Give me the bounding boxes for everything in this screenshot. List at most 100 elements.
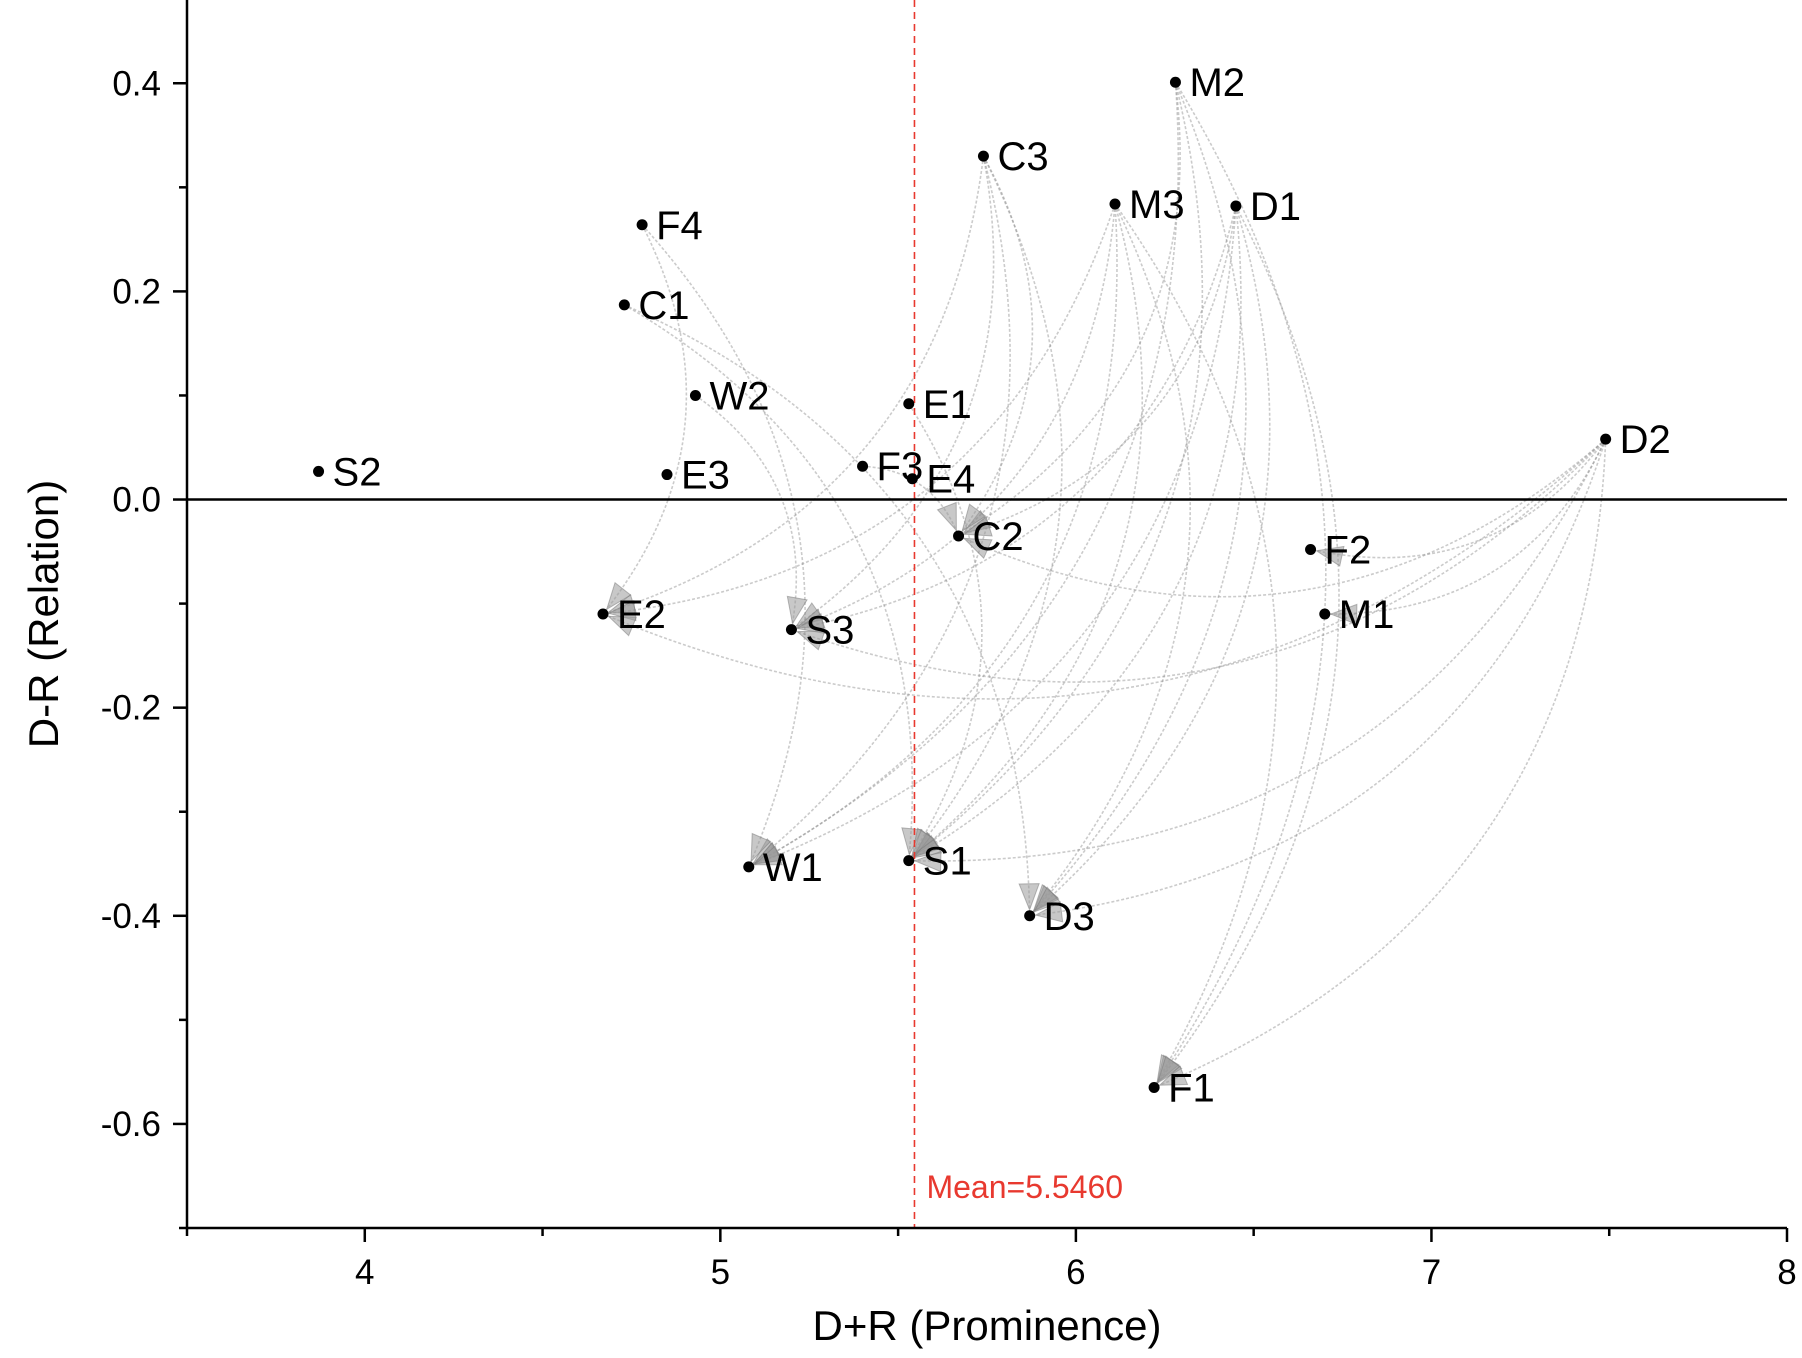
link-arc-C3-S1 (908, 155, 1063, 862)
link-arc-D1-S3 (791, 205, 1237, 631)
y-tick-label: -0.4 (101, 897, 161, 936)
link-arrowhead-D2-C2 (962, 537, 993, 560)
point-E4 (906, 473, 918, 485)
link-arrowhead-D2-S3 (795, 630, 826, 651)
link-arc-M2-S1 (908, 82, 1204, 862)
x-tick-label: 6 (1066, 1253, 1085, 1292)
point-label-C3: C3 (997, 135, 1048, 179)
link-arrowhead-W2-S3 (786, 595, 808, 626)
link-arc-D2-M1 (1324, 438, 1607, 615)
point-F3 (857, 460, 869, 472)
point-E1 (903, 398, 915, 410)
point-M2 (1169, 76, 1181, 88)
link-arc-D1-F1 (1153, 205, 1340, 1089)
point-label-F3: F3 (877, 445, 924, 489)
link-arc-C3-E2 (602, 156, 985, 615)
link-arc-C1-D3 (624, 304, 1031, 916)
point-F1 (1148, 1082, 1160, 1094)
point-label-C2: C2 (973, 515, 1024, 559)
link-arc-D2-S3 (791, 438, 1607, 683)
y-axis-title: D-R (Relation) (20, 480, 67, 748)
link-arc-M2-C2 (958, 82, 1181, 537)
x-tick-label: 8 (1777, 1253, 1796, 1292)
point-label-M1: M1 (1339, 593, 1395, 637)
point-label-S3: S3 (805, 609, 854, 653)
link-arc-C3-S3 (790, 155, 995, 631)
link-arrowhead-F4-W1 (750, 832, 772, 863)
y-tick-label: -0.6 (101, 1105, 161, 1144)
y-axis: -0.6 -0.4 -0.2 0.0 0.2 0.4 (101, 0, 189, 1230)
link-arc-M3-F1 (1114, 203, 1278, 1088)
link-arc-M3-E2 (602, 203, 1116, 615)
link-arc-C3-C2 (957, 155, 1034, 537)
link-arc-M3-W1 (748, 203, 1118, 868)
y-tick-label: 0.0 (112, 481, 161, 520)
link-arrowhead-D2-E2 (607, 615, 638, 637)
link-arc-D1-W1 (748, 206, 1237, 868)
link-arc-F4-E2 (602, 224, 688, 615)
point-label-D3: D3 (1044, 895, 1095, 939)
link-arc-D2-C2 (958, 438, 1607, 598)
point-D1 (1230, 200, 1242, 212)
point-D3 (1024, 910, 1036, 922)
point-label-W1: W1 (763, 846, 823, 890)
link-arrowhead-D2-F1 (1158, 1065, 1189, 1086)
link-arrowhead-D1-W1 (753, 845, 783, 866)
link-arc-M2-D3 (1029, 81, 1247, 917)
link-arrowhead-D1-C2 (962, 516, 993, 537)
link-arrowhead-D2-D3 (1034, 901, 1064, 923)
point-S3 (785, 624, 797, 636)
point-label-W2: W2 (709, 374, 769, 418)
link-arc-M3-S3 (791, 203, 1116, 631)
point-C3 (977, 150, 989, 162)
link-arc-M2-F1 (1153, 81, 1327, 1088)
y-tick-label: 0.4 (112, 64, 161, 103)
point-S1 (903, 855, 915, 867)
x-tick-label: 7 (1422, 1253, 1441, 1292)
link-arrowhead-D2-M1 (1329, 603, 1358, 626)
point-label-F1: F1 (1168, 1067, 1215, 1111)
point-label-M2: M2 (1189, 61, 1245, 105)
point-label-E1: E1 (923, 383, 972, 427)
point-F4 (636, 219, 648, 231)
link-arc-M3-S1 (908, 203, 1144, 862)
mean-label: Mean=5.5460 (926, 1169, 1123, 1205)
point-W2 (689, 389, 701, 401)
link-arrowhead-F3-C2 (936, 501, 957, 532)
point-E2 (597, 608, 609, 620)
link-arrowhead-C3-C2 (961, 503, 987, 533)
point-C2 (953, 530, 965, 542)
link-arc-D1-C2 (958, 205, 1237, 537)
point-label-C1: C1 (638, 284, 689, 328)
link-arc-D2-F2 (1310, 438, 1607, 559)
link-arc-D2-D3 (1029, 438, 1607, 917)
point-label-S2: S2 (333, 450, 382, 494)
link-arc-E1-S1 (908, 403, 983, 862)
point-M1 (1319, 608, 1331, 620)
link-arc-M2-W1 (748, 82, 1179, 868)
point-S2 (313, 465, 325, 477)
x-axis: 4 5 6 7 8 (185, 1226, 1797, 1292)
link-arcs (602, 81, 1607, 1089)
link-arrowhead-C1-D3 (1018, 883, 1040, 912)
point-D2 (1600, 433, 1612, 445)
x-tick-label: 4 (355, 1253, 374, 1292)
link-arc-D2-E2 (602, 438, 1607, 700)
point-M3 (1109, 198, 1121, 210)
link-arc-D2-F1 (1153, 439, 1607, 1089)
point-C1 (618, 299, 630, 311)
point-E3 (661, 469, 673, 481)
link-arc-M3-D3 (1029, 203, 1191, 917)
point-F2 (1305, 543, 1317, 555)
point-label-D2: D2 (1620, 418, 1671, 462)
y-tick-label: -0.2 (101, 689, 161, 728)
point-label-E3: E3 (681, 454, 730, 498)
point-label-D1: D1 (1250, 185, 1301, 229)
data-points: S2 F4 C1 W2 E3 E2 S3 W1 F3 E1 E4 S1 C2 C3 D3 M3 M2 F1 D1 F2… (313, 61, 1671, 1111)
point-W1 (743, 861, 755, 873)
link-arrowhead-F4-E2 (605, 581, 632, 611)
x-tick-label: 5 (711, 1253, 730, 1292)
point-label-F2: F2 (1325, 528, 1372, 572)
link-arc-F4-W1 (641, 224, 806, 868)
